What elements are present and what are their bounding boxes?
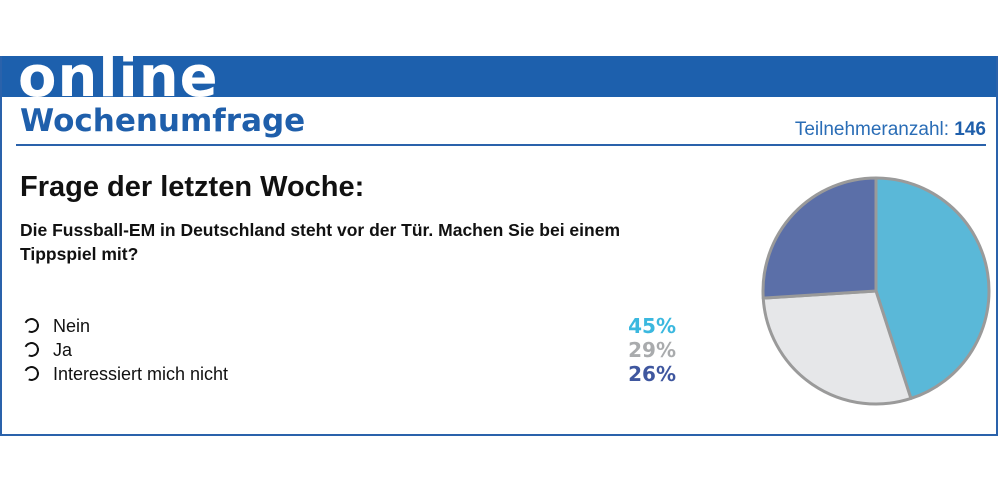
pie-chart [761,176,991,406]
participant-count: Teilnehmeranzahl: 146 [795,119,986,141]
poll-widget: online Wochenumfrage Teilnehmeranzahl: 1… [0,56,998,436]
answer-label: Ja [53,340,73,360]
banner-word: online [18,56,219,97]
radio-circle-icon[interactable] [21,340,42,360]
pie-slice-0 [874,176,991,400]
radio-circle-icon[interactable] [21,316,42,336]
answer-percentage: 29% [628,338,676,362]
radio-circle-icon[interactable] [21,364,42,384]
answer-percentage: 45% [628,314,676,338]
online-banner: online [2,56,996,97]
answer-option[interactable]: Interessiert mich nicht 26% [20,362,680,386]
header-divider [16,144,986,146]
answer-list: Nein 45% Ja 29% Interessiert mich nicht … [20,314,680,386]
answer-option[interactable]: Ja 29% [20,338,680,362]
answer-percentage: 26% [628,362,676,386]
participant-number: 146 [954,119,986,140]
answer-option[interactable]: Nein 45% [20,314,680,338]
pie-slice-1 [761,289,913,406]
page-title: Wochenumfrage [20,103,306,139]
question-text: Die Fussball-EM in Deutschland steht vor… [20,220,620,264]
pie-slice-2 [761,176,878,300]
question-heading: Frage der letzten Woche: [20,171,365,203]
answer-label: Nein [53,316,91,336]
answer-label: Interessiert mich nicht [53,364,229,384]
participant-label: Teilnehmeranzahl: [794,119,950,140]
